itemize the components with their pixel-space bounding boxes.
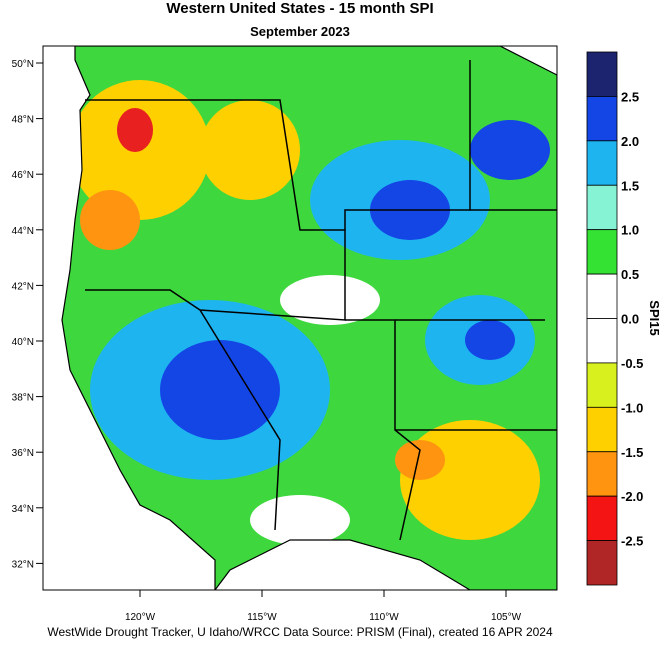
- colorbar-label: 2.5: [621, 89, 639, 104]
- colorbar-label: 2.0: [621, 134, 639, 149]
- colorbar-label: -1.0: [621, 400, 643, 415]
- colorbar-bin: [586, 140, 618, 186]
- colorbar-label: -0.5: [621, 356, 643, 371]
- colorbar-label: 0.0: [621, 312, 639, 327]
- colorbar-label: -1.5: [621, 445, 643, 460]
- colorbar-bin: [586, 318, 618, 364]
- colorbar-bin: [586, 229, 618, 275]
- map-frame: [42, 45, 558, 591]
- colorbar-label: -2.0: [621, 489, 643, 504]
- colorbar-bin: [586, 184, 618, 231]
- colorbar-bin: [586, 451, 618, 497]
- lon-label: 115°W: [247, 612, 277, 623]
- colorbar-bin: [586, 96, 618, 142]
- map: [43, 46, 557, 590]
- lon-label: 105°W: [491, 612, 522, 623]
- colorbar-bin: [586, 495, 618, 541]
- subtitle: September 2023: [250, 24, 350, 39]
- colorbar-bin: [586, 51, 618, 97]
- footer: WestWide Drought Tracker, U Idaho/WRCC D…: [47, 625, 553, 639]
- lat-label: 48°N: [12, 115, 34, 126]
- lon-label: 120°W: [125, 612, 156, 623]
- colorbar-bin: [586, 362, 618, 408]
- colorbar: 2.5 2.0 1.5 1.0 0.5 0.0 -0.5 -1.0 -1.5 -2.0 -2.5: [586, 51, 643, 586]
- colorbar-label: 1.0: [621, 223, 639, 238]
- colorbar-bin: [586, 406, 618, 453]
- lat-label: 32°N: [12, 559, 34, 570]
- lat-label: 36°N: [12, 448, 34, 459]
- colorbar-label: -2.5: [621, 534, 643, 549]
- lat-label: 40°N: [12, 337, 34, 348]
- colorbar-title: SPI15: [647, 300, 662, 335]
- colorbar-label: 1.5: [621, 178, 639, 193]
- colorbar-bin: [586, 273, 618, 319]
- lon-label: 110°W: [369, 612, 399, 623]
- lat-label: 42°N: [12, 281, 34, 292]
- lat-label: 34°N: [12, 504, 34, 515]
- lat-label: 46°N: [12, 170, 34, 181]
- colorbar-bin: [586, 540, 618, 586]
- colorbar-label: 0.5: [621, 267, 639, 282]
- lat-label: 38°N: [12, 393, 34, 404]
- lat-label: 44°N: [12, 226, 34, 237]
- lat-label: 50°N: [12, 59, 34, 70]
- title: Western United States - 15 month SPI: [166, 0, 433, 17]
